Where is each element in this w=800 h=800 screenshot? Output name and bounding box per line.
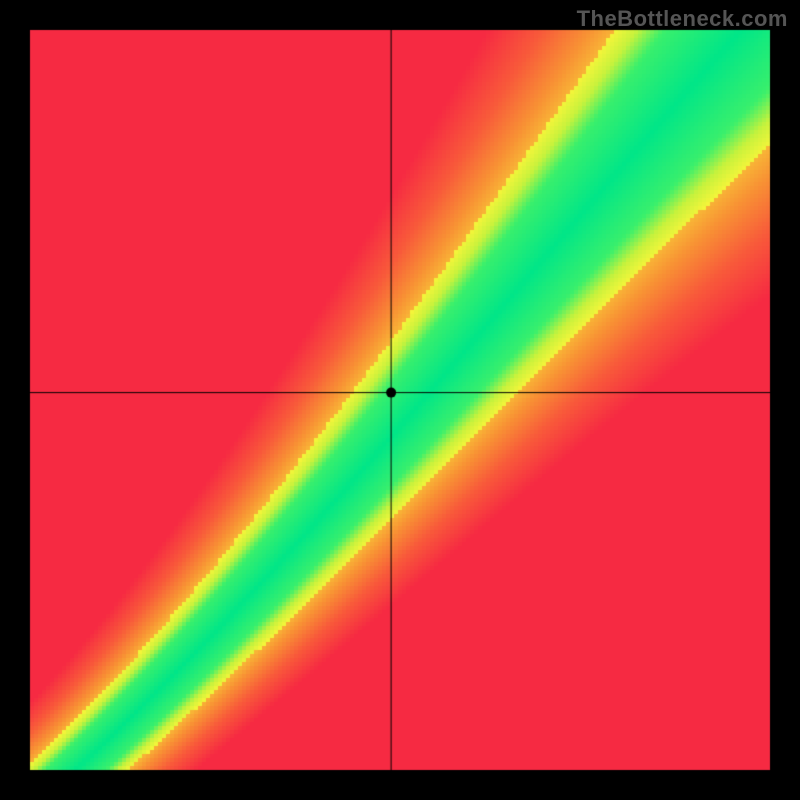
watermark-label: TheBottleneck.com (577, 6, 788, 32)
bottleneck-heatmap-canvas (0, 0, 800, 800)
chart-frame: TheBottleneck.com (0, 0, 800, 800)
